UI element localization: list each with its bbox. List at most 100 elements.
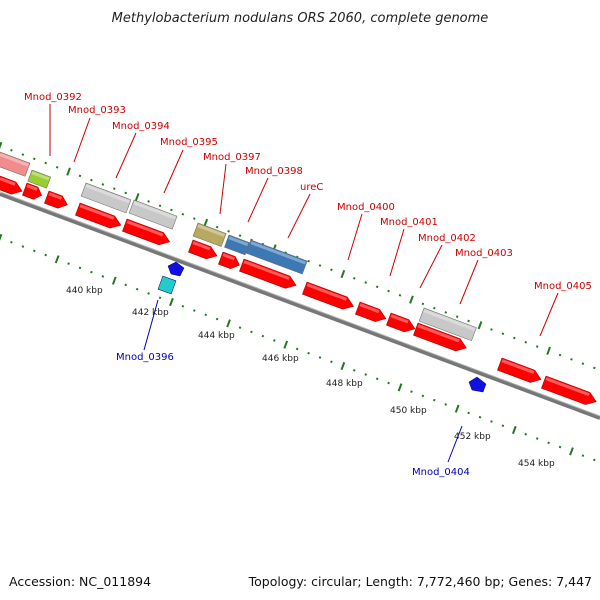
- gene-label[interactable]: Mnod_0400: [337, 202, 395, 213]
- gene-label[interactable]: Mnod_0403: [455, 248, 513, 259]
- cds-arrow[interactable]: [497, 357, 543, 386]
- map-title: Methylobacterium nodulans ORS 2060, comp…: [112, 11, 489, 26]
- feature-block[interactable]: [0, 151, 31, 177]
- callout-line: [163, 149, 184, 194]
- minor-tick: [558, 353, 562, 357]
- feature-block-shape: [0, 151, 31, 177]
- major-tick: [0, 141, 3, 149]
- gene-label[interactable]: ureC: [300, 182, 323, 193]
- cds-arrow[interactable]: [302, 281, 355, 312]
- gene-label[interactable]: Mnod_0401: [380, 217, 438, 228]
- cds-arrow[interactable]: [188, 239, 219, 262]
- minor-tick: [593, 458, 596, 462]
- minor-tick: [307, 351, 310, 355]
- minor-tick: [387, 289, 390, 293]
- gene-label[interactable]: Mnod_0393: [68, 105, 126, 116]
- minor-tick: [10, 240, 13, 244]
- minor-tick: [67, 262, 70, 265]
- cds-arrow[interactable]: [355, 301, 388, 325]
- reverse-feature[interactable]: [167, 261, 185, 277]
- minor-tick: [273, 339, 276, 342]
- minor-tick: [90, 270, 93, 274]
- major-tick: [569, 447, 574, 456]
- reverse-feature[interactable]: [157, 275, 177, 295]
- scale-tick-label: 440 kbp: [66, 286, 103, 296]
- minor-tick: [78, 174, 82, 178]
- feature-block[interactable]: [128, 199, 178, 230]
- feature-block[interactable]: [80, 182, 132, 214]
- feature-block[interactable]: [192, 222, 227, 247]
- cds-arrow[interactable]: [541, 375, 598, 408]
- cds-arrow[interactable]: [75, 202, 123, 231]
- feature-block[interactable]: [418, 307, 477, 342]
- minor-tick: [181, 304, 185, 308]
- gene-label[interactable]: Mnod_0405: [534, 281, 592, 292]
- cds-arrow-highlight: [26, 184, 38, 191]
- minor-tick: [364, 281, 368, 284]
- genome-summary-text: Topology: circular; Length: 7,772,460 bp…: [248, 574, 592, 589]
- minor-tick: [318, 264, 322, 267]
- minor-tick: [227, 230, 230, 233]
- gene-label[interactable]: Mnod_0404: [412, 467, 470, 478]
- callout-line: [287, 193, 311, 239]
- minor-tick: [330, 268, 333, 272]
- feature-block[interactable]: [245, 239, 308, 275]
- reverse-feature[interactable]: [468, 376, 487, 393]
- gene-label[interactable]: Mnod_0395: [160, 137, 218, 148]
- gene-label[interactable]: Mnod_0397: [203, 152, 261, 163]
- minor-tick: [250, 330, 253, 334]
- feature-block-shape: [224, 234, 250, 256]
- feature-block[interactable]: [224, 234, 250, 256]
- cds-arrow[interactable]: [218, 251, 241, 271]
- feature-block-highlight: [31, 171, 50, 181]
- minor-tick: [135, 287, 139, 291]
- feature-block-shape: [80, 182, 132, 214]
- cds-arrow[interactable]: [0, 175, 24, 197]
- minor-tick: [78, 266, 82, 270]
- major-tick: [111, 276, 117, 285]
- minor-tick: [101, 275, 105, 278]
- cds-arrow[interactable]: [386, 312, 417, 335]
- minor-tick: [158, 204, 162, 208]
- minor-tick: [593, 366, 596, 370]
- cds-arrow-highlight: [390, 314, 409, 324]
- minor-tick: [170, 208, 173, 212]
- minor-tick: [158, 296, 162, 300]
- major-tick: [397, 383, 403, 392]
- gene-label[interactable]: Mnod_0402: [418, 233, 476, 244]
- gene-label[interactable]: Mnod_0392: [24, 92, 82, 103]
- major-tick: [546, 346, 551, 355]
- cds-arrow[interactable]: [22, 182, 43, 201]
- track-dots: [0, 141, 596, 462]
- gene-label[interactable]: Mnod_0394: [112, 121, 170, 132]
- minor-tick: [478, 415, 482, 419]
- scale-tick-labels: 440 kbp 442 kbp 444 kbp 446 kbp 448 kbp …: [66, 286, 555, 469]
- cds-arrow-highlight: [0, 177, 16, 186]
- cds-arrow[interactable]: [44, 190, 69, 211]
- cds-arrow[interactable]: [122, 218, 172, 248]
- major-tick: [454, 404, 460, 413]
- scale-tick-label: 446 kbp: [262, 354, 299, 364]
- features: [0, 151, 598, 408]
- minor-tick: [295, 347, 299, 351]
- gene-label[interactable]: Mnod_0398: [245, 166, 303, 177]
- minor-tick: [535, 437, 539, 440]
- scale-tick-label: 454 kbp: [518, 459, 555, 469]
- major-tick: [340, 269, 346, 279]
- minor-tick: [147, 200, 150, 203]
- feature-block[interactable]: [27, 169, 52, 189]
- feature-block-shape: [192, 222, 227, 247]
- backbone: [0, 191, 600, 420]
- callout-line: [115, 132, 137, 179]
- minor-tick: [433, 398, 436, 402]
- gene-label[interactable]: Mnod_0396: [116, 352, 174, 363]
- cds-arrow-highlight: [222, 253, 235, 261]
- minor-tick: [398, 294, 402, 297]
- callout-line: [419, 244, 443, 289]
- cds-arrow-highlight: [48, 192, 63, 200]
- cds-arrow[interactable]: [239, 258, 298, 291]
- minor-tick: [581, 362, 585, 365]
- cds-arrow[interactable]: [413, 322, 468, 354]
- feature-block-shape: [128, 199, 178, 230]
